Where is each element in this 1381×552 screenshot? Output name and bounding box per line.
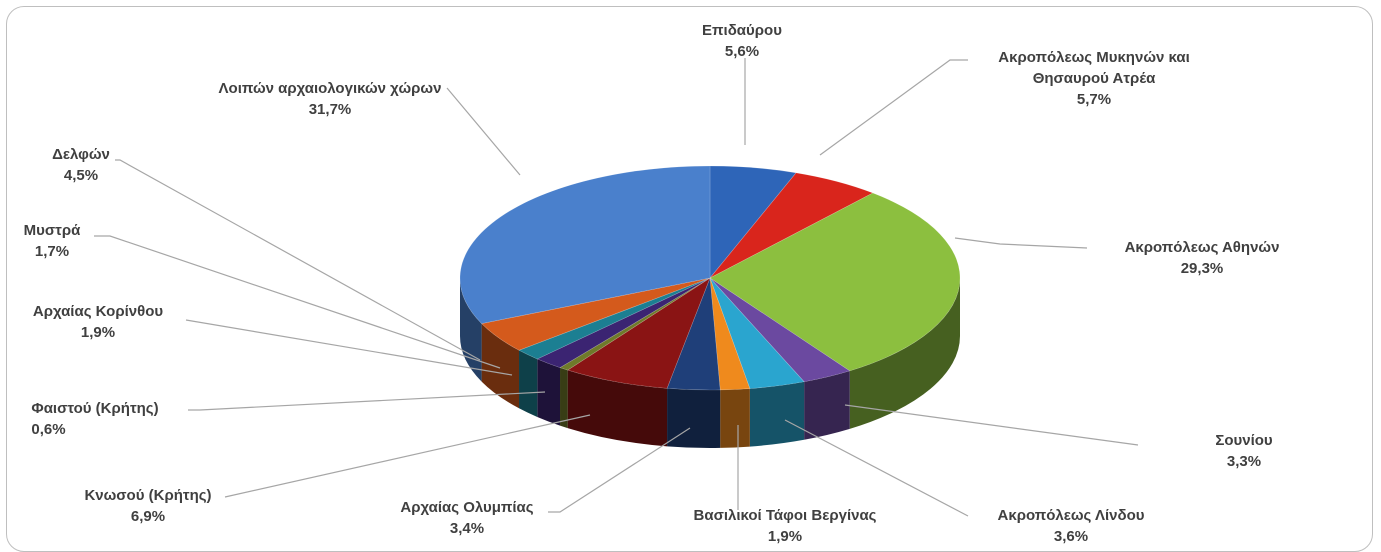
leader-line-9 [185, 319, 513, 376]
pie-slice-7 [566, 277, 711, 389]
pie-side-7 [567, 370, 668, 447]
label-olympia: Αρχαίας Ολυμπίας 3,4% [400, 499, 534, 537]
pie-sides [460, 278, 960, 448]
label-epidaurus: Επιδαύρου 5,6% [702, 22, 782, 60]
pie-top [459, 165, 961, 391]
pie-side-2 [849, 278, 960, 429]
pie-slice-12 [459, 165, 711, 324]
pie-side-3 [804, 370, 850, 440]
pie-side-8 [560, 367, 568, 429]
label-corinth: Αρχαίας Κορίνθου 1,9% [32, 303, 164, 341]
pie-side-10 [519, 350, 538, 417]
label-delphi: Δελφών 4,5% [52, 146, 110, 184]
pie-slice-9 [536, 277, 711, 368]
label-sounion: Σουνίου 3,3% [1215, 432, 1273, 470]
pie-side-4 [749, 381, 805, 447]
leader-line-4 [784, 419, 969, 517]
label-mystras: Μυστρά 1,7% [23, 222, 81, 260]
label-knossos: Κνωσού (Κρήτης) 6,9% [84, 487, 212, 525]
label-other-sites: Λοιπών αρχαιολογικών χώρων 31,7% [218, 80, 442, 118]
pie-slice-5 [709, 277, 751, 391]
leader-line-11 [115, 159, 481, 361]
leader-line-3 [844, 404, 1139, 446]
pie-slice-4 [709, 277, 805, 389]
pie-slice-0 [709, 165, 797, 279]
pie-side-6 [667, 388, 721, 448]
label-acropolis-athens: Ακροπόλεως Αθηνών 29,3% [1124, 239, 1280, 277]
pie-slice-6 [666, 277, 721, 391]
pie-side-5 [720, 388, 750, 448]
pie-slice-8 [559, 277, 711, 371]
pie-side-9 [537, 358, 561, 426]
leader-line-8 [188, 391, 546, 411]
pie-slice-2 [709, 192, 961, 372]
pie-slice-10 [518, 277, 711, 360]
leader-line-10 [94, 235, 501, 369]
pie-side-11 [481, 323, 520, 409]
label-lindos: Ακροπόλεως Λίνδου 3,6% [997, 507, 1145, 545]
leader-line-2 [954, 237, 1088, 249]
pie-slice-3 [709, 277, 851, 383]
leader-line-1 [819, 59, 968, 156]
label-vergina: Βασιλικοί Τάφοι Βεργίνας 1,9% [693, 507, 877, 545]
leader-line-7 [224, 414, 591, 498]
pie-slice-11 [481, 277, 711, 351]
label-phaistos: Φαιστού (Κρήτης) 0,6% [31, 400, 159, 438]
leader-lines [94, 58, 1139, 517]
pie-slice-1 [709, 172, 874, 279]
leader-line-6 [548, 427, 691, 513]
leader-line-12 [446, 87, 521, 176]
label-mycenae: Ακροπόλεως Μυκηνών και Θησαυρού Ατρέα 5,7… [998, 49, 1190, 108]
